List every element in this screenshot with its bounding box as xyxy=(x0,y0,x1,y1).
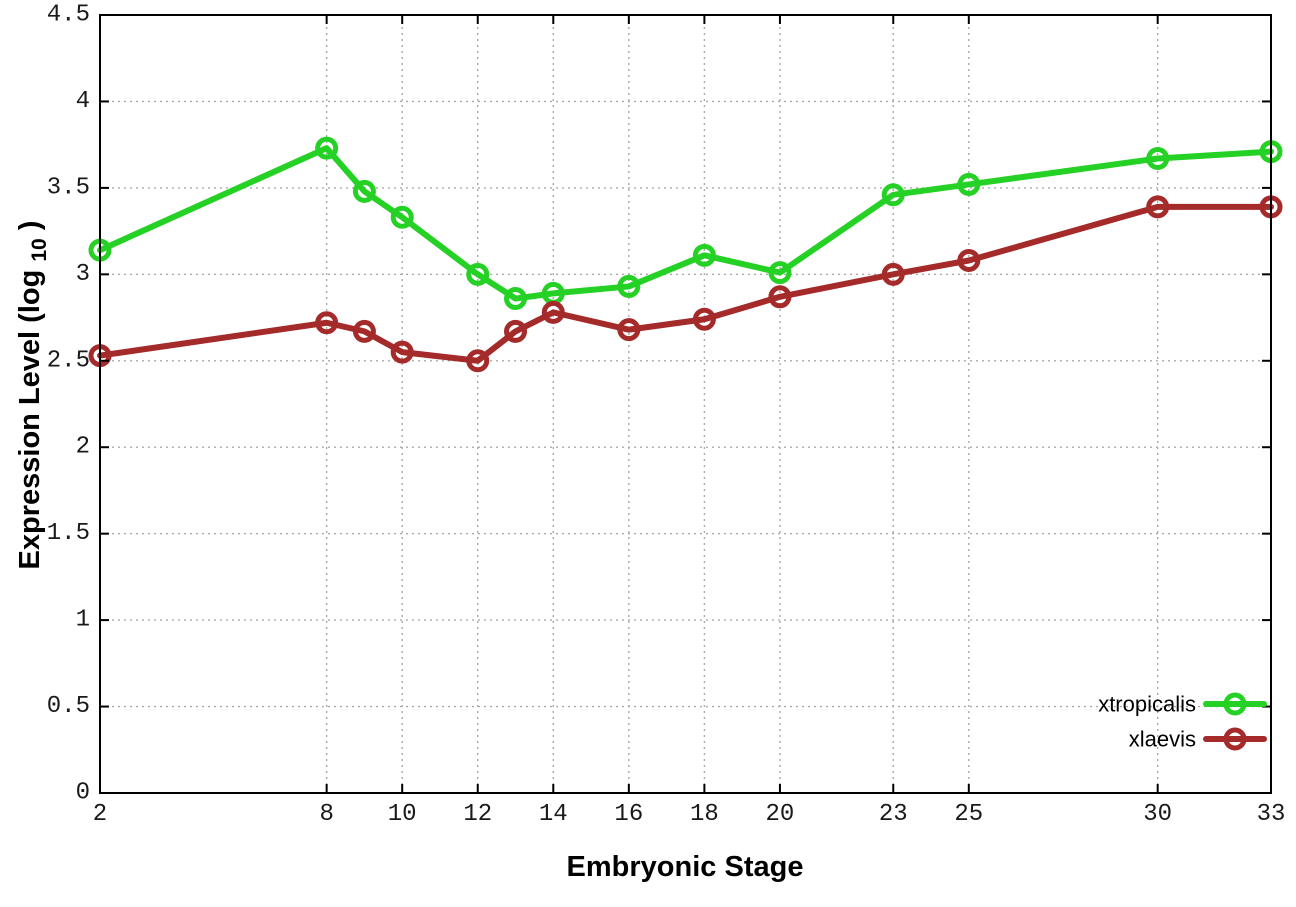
axis-layer: 2 8 10 12 14 16 18 20 23 25 30 33 0 0.5 1 1.5 2 2.5 3 3.5 4 4… xyxy=(47,2,1286,829)
data-point-xlaevis xyxy=(466,349,490,373)
x-tick-label: 30 xyxy=(1143,801,1172,828)
y-tick-label: 2 xyxy=(76,434,90,461)
y-tick-label: 3 xyxy=(76,261,90,288)
data-point-xtropicalis xyxy=(617,274,641,298)
y-tick-label: 1.5 xyxy=(47,520,90,547)
x-tick-label: 14 xyxy=(539,801,568,828)
y-axis-title-main: Expression Level (log xyxy=(14,270,46,570)
x-tick-label: 2 xyxy=(93,801,107,828)
data-point-xlaevis xyxy=(692,307,716,331)
legend-marker-xtropicalis xyxy=(1223,692,1247,716)
x-tick-label: 16 xyxy=(614,801,643,828)
y-axis-title-subscript: 10 xyxy=(28,238,51,261)
data-point-xtropicalis xyxy=(692,243,716,267)
data-point-xtropicalis xyxy=(768,261,792,285)
y-tick-label: 0.5 xyxy=(47,693,90,720)
legend-label-xtropicalis: xtropicalis xyxy=(1098,692,1196,717)
data-point-xlaevis xyxy=(617,318,641,342)
data-point-xlaevis xyxy=(352,319,376,343)
legend-label-xlaevis: xlaevis xyxy=(1129,727,1196,752)
data-point-xtropicalis xyxy=(881,183,905,207)
data-point-xlaevis xyxy=(1146,195,1170,219)
data-point-xtropicalis xyxy=(466,262,490,286)
data-point-xtropicalis xyxy=(315,136,339,160)
grid-layer xyxy=(100,15,1271,793)
y-axis-title-end: ) xyxy=(14,221,46,231)
x-tick-label: 18 xyxy=(690,801,719,828)
plot-border xyxy=(99,14,1272,794)
x-axis-title: Embryonic Stage xyxy=(567,851,804,883)
data-point-xlaevis xyxy=(541,300,565,324)
data-point-xlaevis xyxy=(768,285,792,309)
y-tick-label: 2.5 xyxy=(47,347,90,374)
data-point-xtropicalis xyxy=(390,205,414,229)
data-point-xtropicalis xyxy=(504,287,528,311)
data-point-xlaevis xyxy=(881,262,905,286)
legend-marker-xlaevis xyxy=(1223,727,1247,751)
data-point-xtropicalis xyxy=(1146,146,1170,170)
label-layer: Embryonic Stage Expression Level (log 10… xyxy=(14,221,803,883)
data-point-xtropicalis xyxy=(957,172,981,196)
x-tick-label: 20 xyxy=(766,801,795,828)
y-tick-label: 3.5 xyxy=(47,174,90,201)
x-tick-label: 12 xyxy=(463,801,492,828)
x-tick-label: 33 xyxy=(1257,801,1286,828)
series-layer xyxy=(88,136,1283,373)
y-axis-title: Expression Level (log 10 ) xyxy=(14,221,55,570)
data-point-xlaevis xyxy=(504,319,528,343)
data-point-xlaevis xyxy=(957,249,981,273)
x-tick-label: 10 xyxy=(388,801,417,828)
x-tick-label: 8 xyxy=(319,801,333,828)
data-point-xlaevis xyxy=(390,340,414,364)
data-point-xlaevis xyxy=(315,311,339,335)
x-tick-label: 23 xyxy=(879,801,908,828)
data-point-xtropicalis xyxy=(352,179,376,203)
legend: xtropicalis xlaevis xyxy=(1098,692,1267,752)
y-tick-label: 1 xyxy=(76,607,90,634)
x-tick-label: 25 xyxy=(954,801,983,828)
y-tick-label: 4.5 xyxy=(47,2,90,29)
y-tick-label: 4 xyxy=(76,88,90,115)
y-tick-label: 0 xyxy=(76,780,90,807)
series-line-xlaevis xyxy=(97,203,1274,364)
